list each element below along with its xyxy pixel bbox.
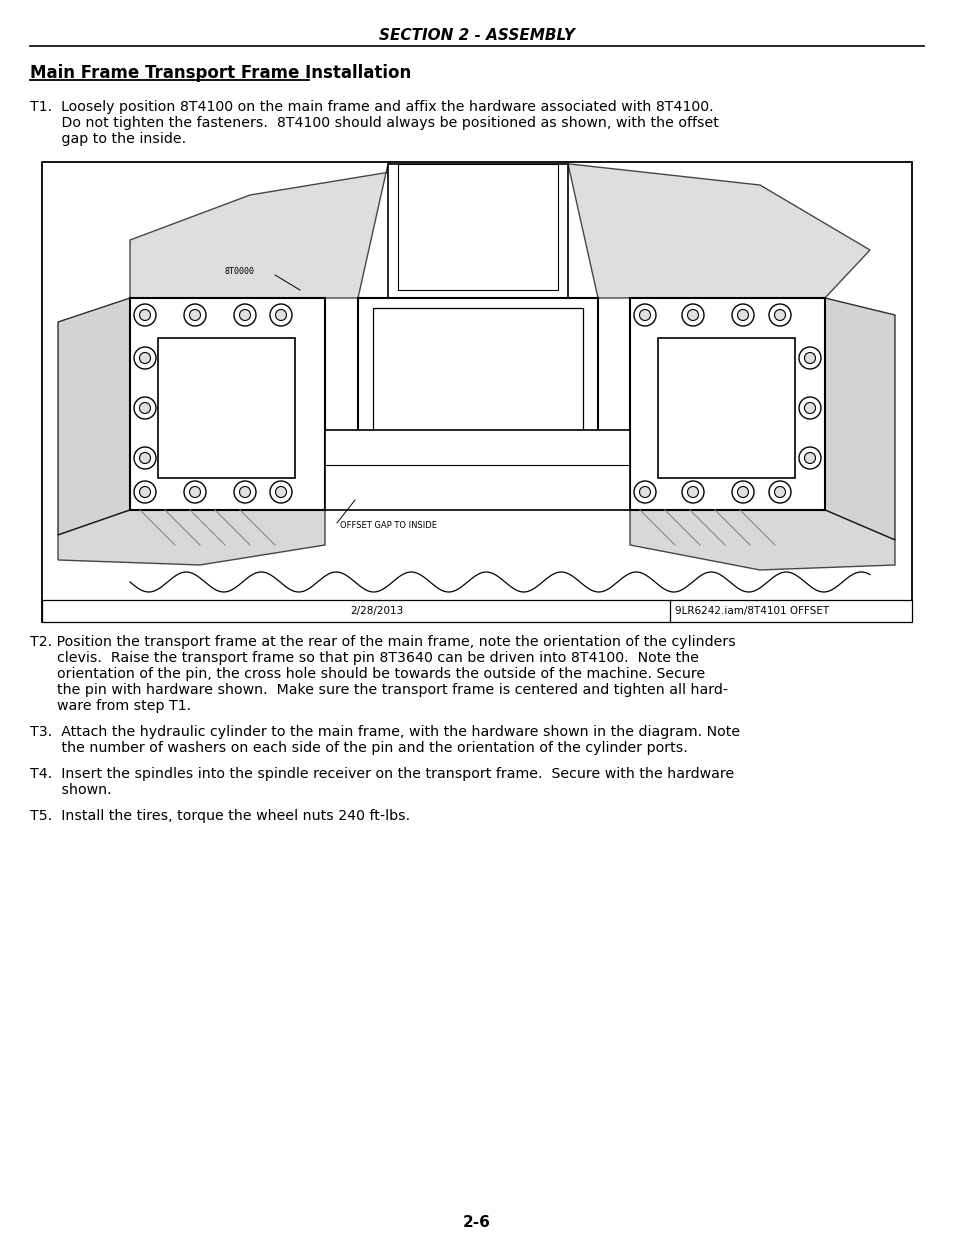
Circle shape (239, 487, 251, 498)
Circle shape (139, 452, 151, 463)
Text: the pin with hardware shown.  Make sure the transport frame is centered and tigh: the pin with hardware shown. Make sure t… (30, 683, 727, 697)
Circle shape (799, 447, 821, 469)
Bar (42, 162, 911, 622)
Text: T4.  Insert the spindles into the spindle receiver on the transport frame.  Secu: T4. Insert the spindles into the spindle… (30, 767, 734, 781)
Circle shape (139, 352, 151, 363)
Circle shape (139, 403, 151, 414)
Circle shape (190, 310, 200, 321)
Polygon shape (567, 164, 869, 298)
Text: T1.  Loosely position 8T4100 on the main frame and affix the hardware associated: T1. Loosely position 8T4100 on the main … (30, 100, 713, 114)
Circle shape (233, 304, 255, 326)
Circle shape (184, 480, 206, 503)
Text: 2/28/2013: 2/28/2013 (350, 606, 403, 616)
Text: the number of washers on each side of the pin and the orientation of the cylinde: the number of washers on each side of th… (30, 741, 687, 755)
Circle shape (731, 480, 753, 503)
Circle shape (275, 487, 286, 498)
Circle shape (803, 352, 815, 363)
Circle shape (233, 480, 255, 503)
Circle shape (133, 447, 156, 469)
Bar (130, 298, 325, 510)
Bar (373, 308, 582, 432)
Circle shape (687, 310, 698, 321)
Circle shape (774, 487, 784, 498)
Bar (158, 338, 294, 478)
Circle shape (239, 310, 251, 321)
Circle shape (768, 304, 790, 326)
Circle shape (639, 487, 650, 498)
Bar (42, 600, 911, 622)
Polygon shape (58, 298, 130, 535)
Circle shape (639, 310, 650, 321)
Text: T2. Position the transport frame at the rear of the main frame, note the orienta: T2. Position the transport frame at the … (30, 635, 735, 650)
Circle shape (270, 304, 292, 326)
Polygon shape (58, 510, 325, 564)
Circle shape (133, 304, 156, 326)
Bar (388, 164, 567, 300)
Circle shape (774, 310, 784, 321)
Circle shape (275, 310, 286, 321)
Text: 8T0000: 8T0000 (225, 268, 254, 277)
Bar (658, 338, 794, 478)
Circle shape (133, 347, 156, 369)
Circle shape (139, 310, 151, 321)
Circle shape (799, 396, 821, 419)
Text: shown.: shown. (30, 783, 112, 797)
Text: ware from step T1.: ware from step T1. (30, 699, 191, 713)
Text: 2-6: 2-6 (462, 1215, 491, 1230)
Circle shape (270, 480, 292, 503)
Text: SECTION 2 - ASSEMBLY: SECTION 2 - ASSEMBLY (378, 28, 575, 43)
Circle shape (190, 487, 200, 498)
Circle shape (731, 304, 753, 326)
Circle shape (634, 480, 656, 503)
Circle shape (681, 304, 703, 326)
Text: OFFSET GAP TO INSIDE: OFFSET GAP TO INSIDE (339, 520, 436, 530)
Circle shape (681, 480, 703, 503)
Bar (325, 430, 629, 510)
Circle shape (737, 487, 748, 498)
Circle shape (799, 347, 821, 369)
Circle shape (803, 452, 815, 463)
Text: orientation of the pin, the cross hole should be towards the outside of the mach: orientation of the pin, the cross hole s… (30, 667, 704, 680)
Bar (397, 164, 558, 290)
Text: T3.  Attach the hydraulic cylinder to the main frame, with the hardware shown in: T3. Attach the hydraulic cylinder to the… (30, 725, 740, 739)
Circle shape (184, 304, 206, 326)
Circle shape (803, 403, 815, 414)
Polygon shape (629, 510, 894, 571)
Circle shape (768, 480, 790, 503)
Circle shape (737, 310, 748, 321)
Circle shape (133, 396, 156, 419)
Circle shape (139, 487, 151, 498)
Text: Main Frame Transport Frame Installation: Main Frame Transport Frame Installation (30, 64, 411, 82)
Bar (629, 298, 824, 510)
Circle shape (634, 304, 656, 326)
Polygon shape (130, 164, 390, 298)
Circle shape (133, 480, 156, 503)
Text: gap to the inside.: gap to the inside. (30, 132, 186, 146)
Bar (357, 298, 598, 440)
Text: Do not tighten the fasteners.  8T4100 should always be positioned as shown, with: Do not tighten the fasteners. 8T4100 sho… (30, 116, 719, 130)
Text: T5.  Install the tires, torque the wheel nuts 240 ft-lbs.: T5. Install the tires, torque the wheel … (30, 809, 410, 823)
Circle shape (687, 487, 698, 498)
Polygon shape (824, 298, 894, 540)
Text: clevis.  Raise the transport frame so that pin 8T3640 can be driven into 8T4100.: clevis. Raise the transport frame so tha… (30, 651, 699, 664)
Text: 9LR6242.iam/8T4101 OFFSET: 9LR6242.iam/8T4101 OFFSET (675, 606, 828, 616)
